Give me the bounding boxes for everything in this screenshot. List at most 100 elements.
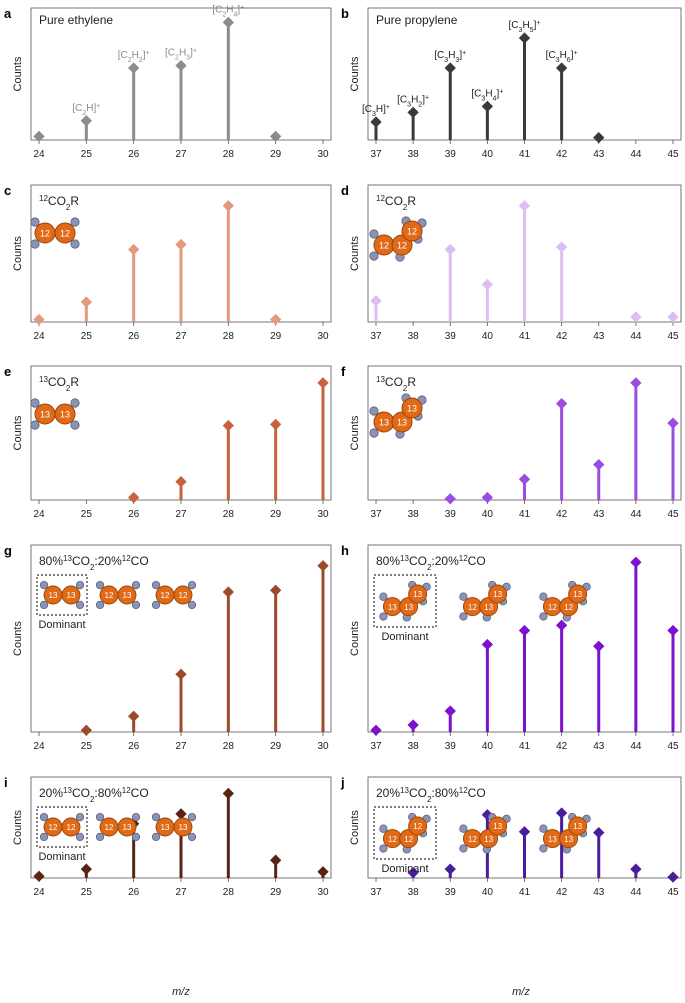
- data-marker: [270, 130, 282, 143]
- carbon-isotope-label: 13: [379, 418, 389, 428]
- y-axis-label: Counts: [12, 810, 24, 845]
- carbon-isotope-label: 13: [122, 823, 132, 832]
- x-tick-label: 27: [175, 509, 187, 520]
- ion-label: [C2H4]+: [212, 4, 244, 18]
- data-marker: [555, 62, 568, 74]
- hydrogen-atom: [131, 600, 141, 610]
- x-tick-label: 29: [270, 331, 282, 342]
- dominant-label: Dominant: [38, 619, 85, 631]
- hydrogen-atom: [39, 600, 49, 610]
- hydrogen-atom: [379, 612, 388, 621]
- carbon-isotope-label: 13: [397, 418, 407, 428]
- hydrogen-atom: [131, 812, 141, 822]
- data-marker: [667, 417, 679, 429]
- data-marker: [593, 131, 605, 144]
- x-tick-label: 44: [630, 509, 642, 520]
- x-tick-label: 29: [270, 887, 282, 898]
- y-axis-label: Counts: [12, 621, 24, 656]
- x-tick-label: 30: [317, 741, 329, 752]
- x-tick-label: 24: [33, 741, 45, 752]
- y-axis-label: Counts: [12, 415, 24, 450]
- carbon-isotope-label: 13: [388, 603, 398, 612]
- carbon-isotope-label: 13: [407, 404, 417, 414]
- hydrogen-atom: [539, 824, 548, 833]
- carbon-atom: [568, 816, 588, 836]
- data-marker: [370, 724, 382, 736]
- carbon-atom: [401, 397, 423, 419]
- ion-label: [C2H3]+: [165, 47, 197, 61]
- x-tick-label: 42: [556, 741, 568, 752]
- hydrogen-atom: [75, 832, 85, 842]
- x-tick-label: 24: [33, 331, 45, 342]
- carbon-isotope-label: 13: [48, 591, 58, 600]
- chart-panel-a: a Counts Pure ethylene 24 25 26 27 28 29 30 [C2H]+…: [4, 4, 332, 160]
- data-marker: [317, 866, 329, 878]
- carbon-atom: [117, 585, 137, 605]
- data-marker: [128, 491, 140, 504]
- x-tick-label: 30: [317, 149, 329, 160]
- carbon-isotope-label: 12: [388, 835, 398, 844]
- x-tick-label: 39: [445, 887, 457, 898]
- x-tick-label: 42: [556, 509, 568, 520]
- hydrogen-atom: [75, 600, 85, 610]
- hydrogen-atom: [30, 420, 40, 430]
- x-tick-label: 43: [593, 741, 605, 752]
- chart-panel-e: e Counts 13CO2R 24 25 26 27 28 29 30 13 13: [4, 364, 332, 520]
- x-tick-label: 28: [223, 741, 235, 752]
- hydrogen-atom: [369, 229, 379, 239]
- hydrogen-atom: [70, 217, 80, 227]
- panel-title: Pure propylene: [376, 13, 458, 27]
- hydrogen-atom: [30, 239, 40, 249]
- panel-title: Pure ethylene: [39, 13, 113, 27]
- hydrogen-atom: [187, 832, 197, 842]
- carbon-isotope-label: 13: [66, 591, 76, 600]
- carbon-atom: [61, 817, 81, 837]
- data-marker: [481, 278, 494, 291]
- chart-panel-c: c Counts 12CO2R 24 25 26 27 28 29 30 12 12: [4, 183, 332, 342]
- x-tick-label: 30: [317, 509, 329, 520]
- carbon-isotope-label: 12: [397, 241, 407, 251]
- carbon-atom: [401, 220, 423, 242]
- carbon-atom: [408, 816, 428, 836]
- carbon-isotope-label: 12: [60, 229, 70, 239]
- panel-letter: c: [4, 183, 11, 198]
- hydrogen-atom: [151, 580, 161, 590]
- x-tick-label: 28: [223, 887, 235, 898]
- x-tick-label: 26: [128, 331, 140, 342]
- carbon-isotope-label: 13: [573, 822, 583, 831]
- data-marker: [444, 863, 456, 875]
- hydrogen-atom: [75, 812, 85, 822]
- carbon-isotope-label: 13: [548, 835, 558, 844]
- carbon-isotope-label: 12: [379, 241, 389, 251]
- data-marker: [630, 377, 642, 389]
- carbon-isotope-label: 12: [468, 603, 478, 612]
- data-marker: [80, 296, 92, 308]
- data-marker: [444, 243, 456, 256]
- data-marker: [33, 870, 45, 882]
- y-axis-label: Counts: [12, 56, 24, 91]
- hydrogen-atom: [95, 600, 105, 610]
- carbon-atom: [117, 817, 137, 837]
- x-tick-label: 25: [81, 887, 93, 898]
- data-marker: [481, 638, 494, 651]
- x-tick-label: 30: [317, 887, 329, 898]
- x-tick-label: 38: [408, 741, 420, 752]
- data-marker: [270, 584, 282, 596]
- molecule-icon: 12 12: [151, 580, 197, 610]
- x-tick-label: 40: [482, 887, 494, 898]
- ion-label: [C3H6]+: [546, 50, 578, 64]
- hydrogen-atom: [30, 217, 40, 227]
- carbon-isotope-label: 13: [413, 590, 423, 599]
- data-marker: [518, 826, 531, 838]
- carbon-isotope-label: 13: [40, 410, 50, 420]
- x-tick-label: 28: [223, 149, 235, 160]
- data-marker: [222, 787, 234, 800]
- hydrogen-atom: [151, 832, 161, 842]
- x-tick-label: 43: [593, 331, 605, 342]
- ion-label: [C2H]+: [72, 102, 100, 116]
- hydrogen-atom: [379, 844, 388, 853]
- x-tick-label: 27: [175, 331, 187, 342]
- x-tick-label: 44: [630, 149, 642, 160]
- x-tick-label: 25: [81, 331, 93, 342]
